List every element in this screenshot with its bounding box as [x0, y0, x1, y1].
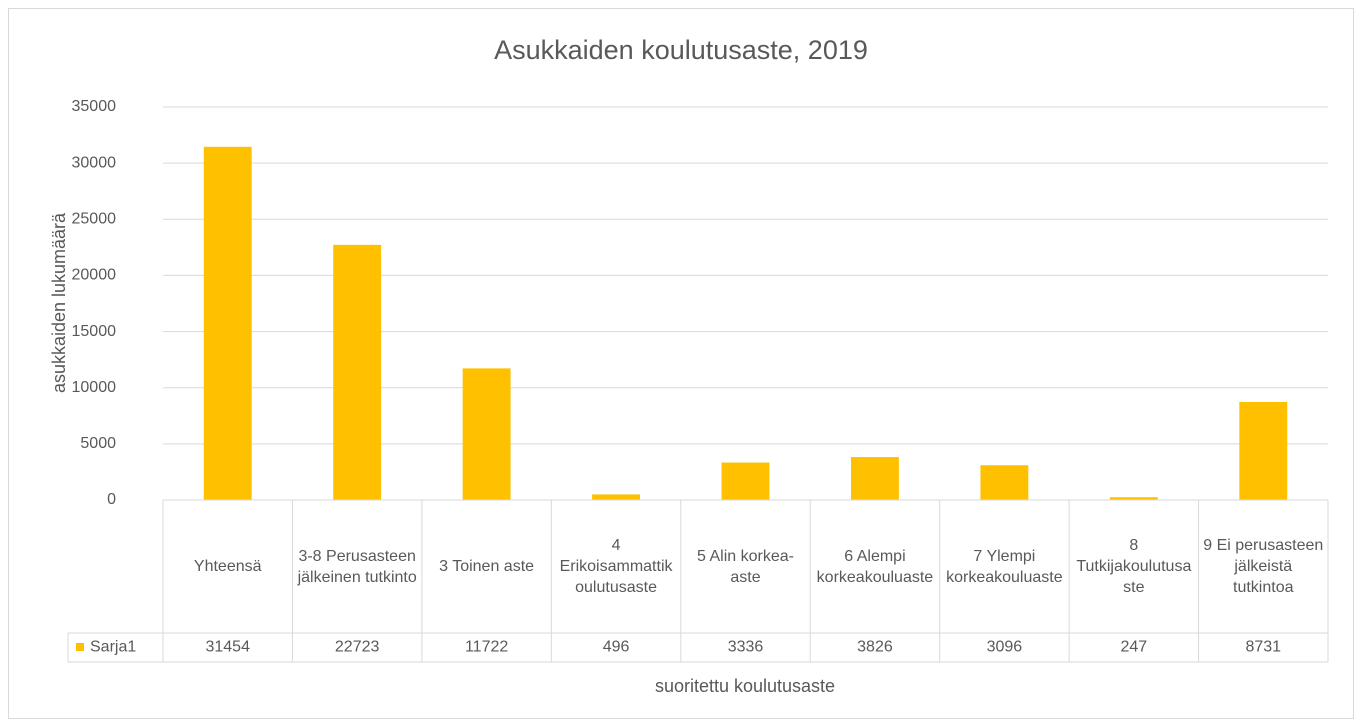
table-value: 3096 [987, 639, 1023, 656]
y-tick-label: 30000 [72, 154, 117, 171]
category-label-box: 8 Tutkijakoulutusaste [1076, 537, 1192, 596]
legend-swatch [76, 643, 84, 651]
table-value: 3336 [728, 639, 764, 656]
category-label: 5 Alin korkea-aste [697, 547, 794, 586]
table-value: 11722 [465, 639, 508, 656]
y-tick-label: 35000 [72, 98, 117, 115]
category-label-box: 5 Alin korkea-aste [697, 547, 794, 586]
bar [721, 462, 770, 500]
category-label: 4 Erikoisammattikoulutusaste [559, 537, 673, 596]
table-value: 247 [1120, 639, 1147, 656]
table-value: 8731 [1245, 639, 1281, 656]
y-tick-label: 0 [107, 491, 116, 508]
bar [850, 457, 899, 500]
bar [333, 244, 382, 500]
y-tick-label: 10000 [72, 379, 117, 396]
category-label-box: 7 Ylempi korkeakouluaste [946, 547, 1063, 586]
bar [203, 146, 252, 500]
category-label-box: 3-8 Perusasteen jälkeinen tutkinto [297, 547, 417, 586]
category-label-box: Yhteensä [193, 558, 262, 575]
legend-label: Sarja1 [90, 639, 136, 656]
category-label-box: 4 Erikoisammattikoulutusaste [559, 537, 673, 596]
bar [592, 494, 641, 500]
bar [1109, 497, 1158, 500]
category-label: 6 Alempi korkeakouluaste [816, 547, 934, 586]
table-value: 496 [603, 639, 630, 656]
category-label: 3 Toinen aste [439, 558, 535, 575]
category-label: 8 Tutkijakoulutusaste [1076, 537, 1192, 596]
category-label: 3-8 Perusasteen jälkeinen tutkinto [297, 547, 417, 586]
category-label: 7 Ylempi korkeakouluaste [946, 547, 1063, 586]
table-value: 31454 [205, 639, 250, 656]
bar [980, 465, 1029, 500]
category-label: 9 Ei perusasteen jälkeistä tutkintoa [1203, 537, 1324, 596]
y-axis-label: asukkaiden lukumäärä [49, 212, 69, 393]
table-value: 3826 [857, 639, 893, 656]
category-label-box: 3 Toinen aste [439, 558, 535, 575]
chart-title: Asukkaiden koulutusaste, 2019 [494, 35, 868, 65]
table-value: 22723 [335, 639, 380, 656]
category-label-box: 6 Alempi korkeakouluaste [816, 547, 934, 586]
bar [1239, 401, 1288, 500]
category-label: Yhteensä [193, 558, 262, 575]
y-tick-label: 25000 [72, 211, 117, 228]
bar [462, 368, 511, 500]
y-tick-label: 15000 [72, 323, 117, 340]
category-label-box: 9 Ei perusasteen jälkeistä tutkintoa [1203, 537, 1324, 596]
y-tick-label: 20000 [72, 267, 117, 284]
x-axis-label: suoritettu koulutusaste [655, 676, 835, 696]
y-tick-label: 5000 [80, 435, 116, 452]
